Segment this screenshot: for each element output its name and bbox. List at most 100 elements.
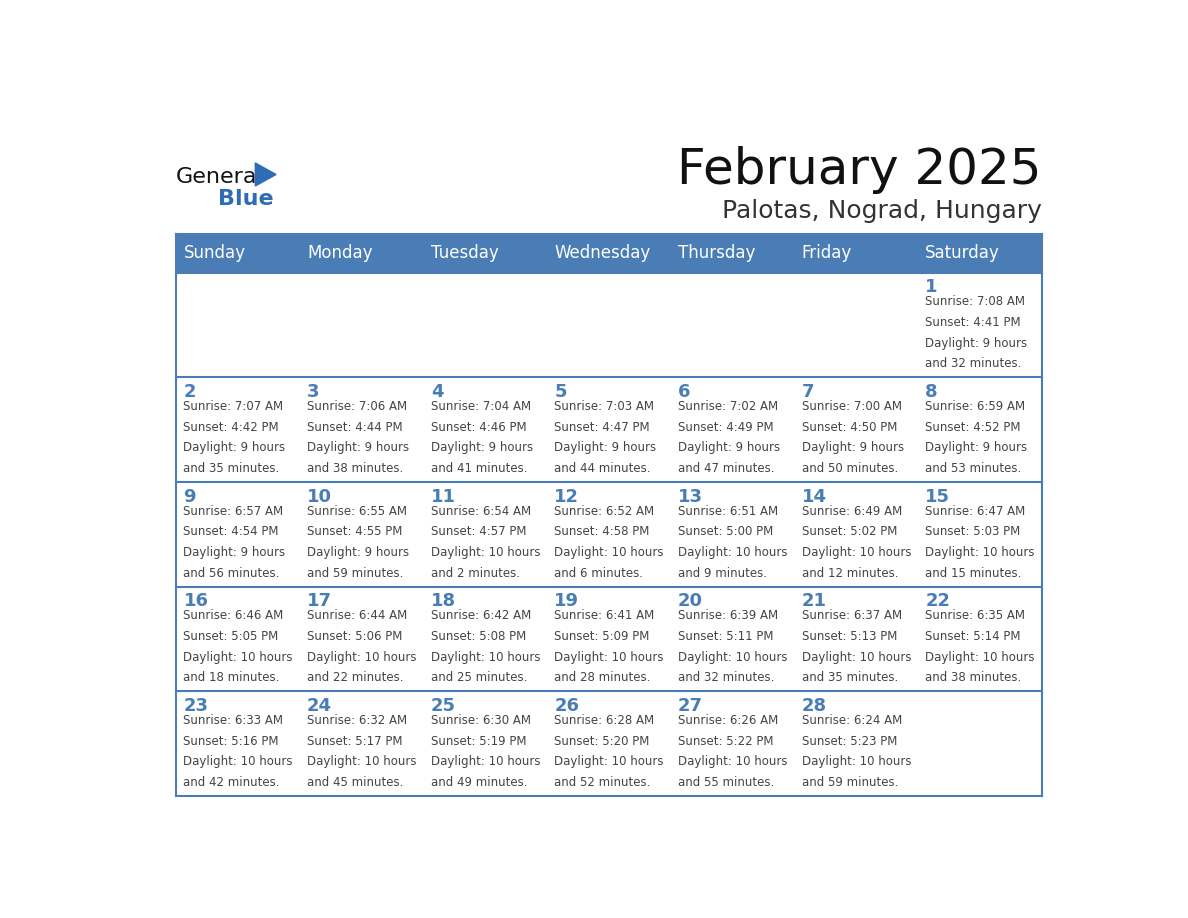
Text: and 50 minutes.: and 50 minutes. [802,462,898,476]
Text: and 32 minutes.: and 32 minutes. [925,357,1022,371]
Text: February 2025: February 2025 [677,146,1042,195]
Text: 16: 16 [183,592,208,610]
Text: Sunrise: 6:57 AM: Sunrise: 6:57 AM [183,505,284,518]
Text: General: General [176,167,264,187]
Text: Sunrise: 6:30 AM: Sunrise: 6:30 AM [431,714,531,727]
FancyBboxPatch shape [671,482,795,587]
Text: 24: 24 [308,697,333,715]
Text: Sunrise: 7:02 AM: Sunrise: 7:02 AM [678,400,778,413]
Text: 15: 15 [925,487,950,506]
FancyBboxPatch shape [423,482,546,587]
Text: Sunrise: 7:06 AM: Sunrise: 7:06 AM [308,400,407,413]
Text: 21: 21 [802,592,827,610]
Text: Daylight: 10 hours: Daylight: 10 hours [802,546,911,559]
FancyBboxPatch shape [671,273,795,377]
Text: and 6 minutes.: and 6 minutes. [555,566,644,580]
FancyBboxPatch shape [918,234,1042,273]
FancyBboxPatch shape [176,234,299,273]
Text: and 18 minutes.: and 18 minutes. [183,671,280,684]
Text: Sunset: 4:41 PM: Sunset: 4:41 PM [925,316,1020,329]
Text: Sunrise: 6:37 AM: Sunrise: 6:37 AM [802,610,902,622]
FancyBboxPatch shape [795,273,918,377]
Text: Sunset: 4:46 PM: Sunset: 4:46 PM [431,420,526,433]
FancyBboxPatch shape [176,587,299,691]
Text: Daylight: 10 hours: Daylight: 10 hours [308,756,417,768]
Text: and 22 minutes.: and 22 minutes. [308,671,404,684]
Text: Daylight: 10 hours: Daylight: 10 hours [925,546,1035,559]
Text: 10: 10 [308,487,333,506]
Text: Blue: Blue [219,188,274,208]
Text: and 38 minutes.: and 38 minutes. [925,671,1022,684]
Text: 6: 6 [678,383,690,401]
Text: 18: 18 [431,592,456,610]
FancyBboxPatch shape [795,691,918,796]
Text: Daylight: 9 hours: Daylight: 9 hours [802,442,904,454]
Text: Sunset: 5:13 PM: Sunset: 5:13 PM [802,630,897,643]
Text: Daylight: 9 hours: Daylight: 9 hours [678,442,781,454]
FancyBboxPatch shape [546,273,671,377]
FancyBboxPatch shape [423,234,546,273]
Text: Sunset: 5:00 PM: Sunset: 5:00 PM [678,525,773,538]
FancyBboxPatch shape [299,377,423,482]
Text: and 59 minutes.: and 59 minutes. [308,566,404,580]
Text: and 32 minutes.: and 32 minutes. [678,671,775,684]
Text: Sunrise: 6:55 AM: Sunrise: 6:55 AM [308,505,407,518]
Text: Sunrise: 7:03 AM: Sunrise: 7:03 AM [555,400,655,413]
FancyBboxPatch shape [671,587,795,691]
Text: Sunset: 5:23 PM: Sunset: 5:23 PM [802,734,897,747]
Text: Monday: Monday [308,244,373,263]
FancyBboxPatch shape [176,377,299,482]
Text: Sunrise: 6:49 AM: Sunrise: 6:49 AM [802,505,902,518]
Text: Sunday: Sunday [183,244,246,263]
Text: and 15 minutes.: and 15 minutes. [925,566,1022,580]
Text: Sunset: 5:05 PM: Sunset: 5:05 PM [183,630,279,643]
Text: and 25 minutes.: and 25 minutes. [431,671,527,684]
Text: and 28 minutes.: and 28 minutes. [555,671,651,684]
Polygon shape [255,163,276,186]
Text: 11: 11 [431,487,456,506]
Text: Sunrise: 6:51 AM: Sunrise: 6:51 AM [678,505,778,518]
Text: Daylight: 10 hours: Daylight: 10 hours [555,546,664,559]
Text: 1: 1 [925,278,937,297]
Text: Daylight: 10 hours: Daylight: 10 hours [925,651,1035,664]
Text: Daylight: 10 hours: Daylight: 10 hours [678,756,788,768]
Text: Sunrise: 7:00 AM: Sunrise: 7:00 AM [802,400,902,413]
Text: and 59 minutes.: and 59 minutes. [802,776,898,789]
Text: 8: 8 [925,383,939,401]
FancyBboxPatch shape [918,482,1042,587]
Text: and 35 minutes.: and 35 minutes. [183,462,279,476]
Text: Sunrise: 6:39 AM: Sunrise: 6:39 AM [678,610,778,622]
FancyBboxPatch shape [546,587,671,691]
Text: Daylight: 9 hours: Daylight: 9 hours [183,442,285,454]
Text: Sunset: 5:20 PM: Sunset: 5:20 PM [555,734,650,747]
Text: Daylight: 10 hours: Daylight: 10 hours [183,651,293,664]
Text: Daylight: 10 hours: Daylight: 10 hours [183,756,293,768]
Text: and 38 minutes.: and 38 minutes. [308,462,404,476]
Text: Sunset: 5:03 PM: Sunset: 5:03 PM [925,525,1020,538]
FancyBboxPatch shape [546,691,671,796]
Text: Sunrise: 6:33 AM: Sunrise: 6:33 AM [183,714,284,727]
Text: 9: 9 [183,487,196,506]
FancyBboxPatch shape [546,482,671,587]
Text: and 52 minutes.: and 52 minutes. [555,776,651,789]
FancyBboxPatch shape [795,482,918,587]
FancyBboxPatch shape [671,377,795,482]
Text: Daylight: 10 hours: Daylight: 10 hours [555,651,664,664]
FancyBboxPatch shape [176,273,299,377]
Text: Daylight: 10 hours: Daylight: 10 hours [555,756,664,768]
Text: Sunset: 4:50 PM: Sunset: 4:50 PM [802,420,897,433]
Text: Sunrise: 6:35 AM: Sunrise: 6:35 AM [925,610,1025,622]
Text: Thursday: Thursday [678,244,756,263]
Text: Sunrise: 6:59 AM: Sunrise: 6:59 AM [925,400,1025,413]
Text: 25: 25 [431,697,456,715]
Text: and 45 minutes.: and 45 minutes. [308,776,404,789]
Text: 23: 23 [183,697,208,715]
Text: Sunrise: 6:44 AM: Sunrise: 6:44 AM [308,610,407,622]
Text: Daylight: 9 hours: Daylight: 9 hours [925,442,1028,454]
Text: Sunrise: 6:42 AM: Sunrise: 6:42 AM [431,610,531,622]
Text: and 56 minutes.: and 56 minutes. [183,566,280,580]
Text: Sunrise: 7:04 AM: Sunrise: 7:04 AM [431,400,531,413]
Text: 17: 17 [308,592,333,610]
FancyBboxPatch shape [671,234,795,273]
Text: Sunrise: 6:47 AM: Sunrise: 6:47 AM [925,505,1025,518]
